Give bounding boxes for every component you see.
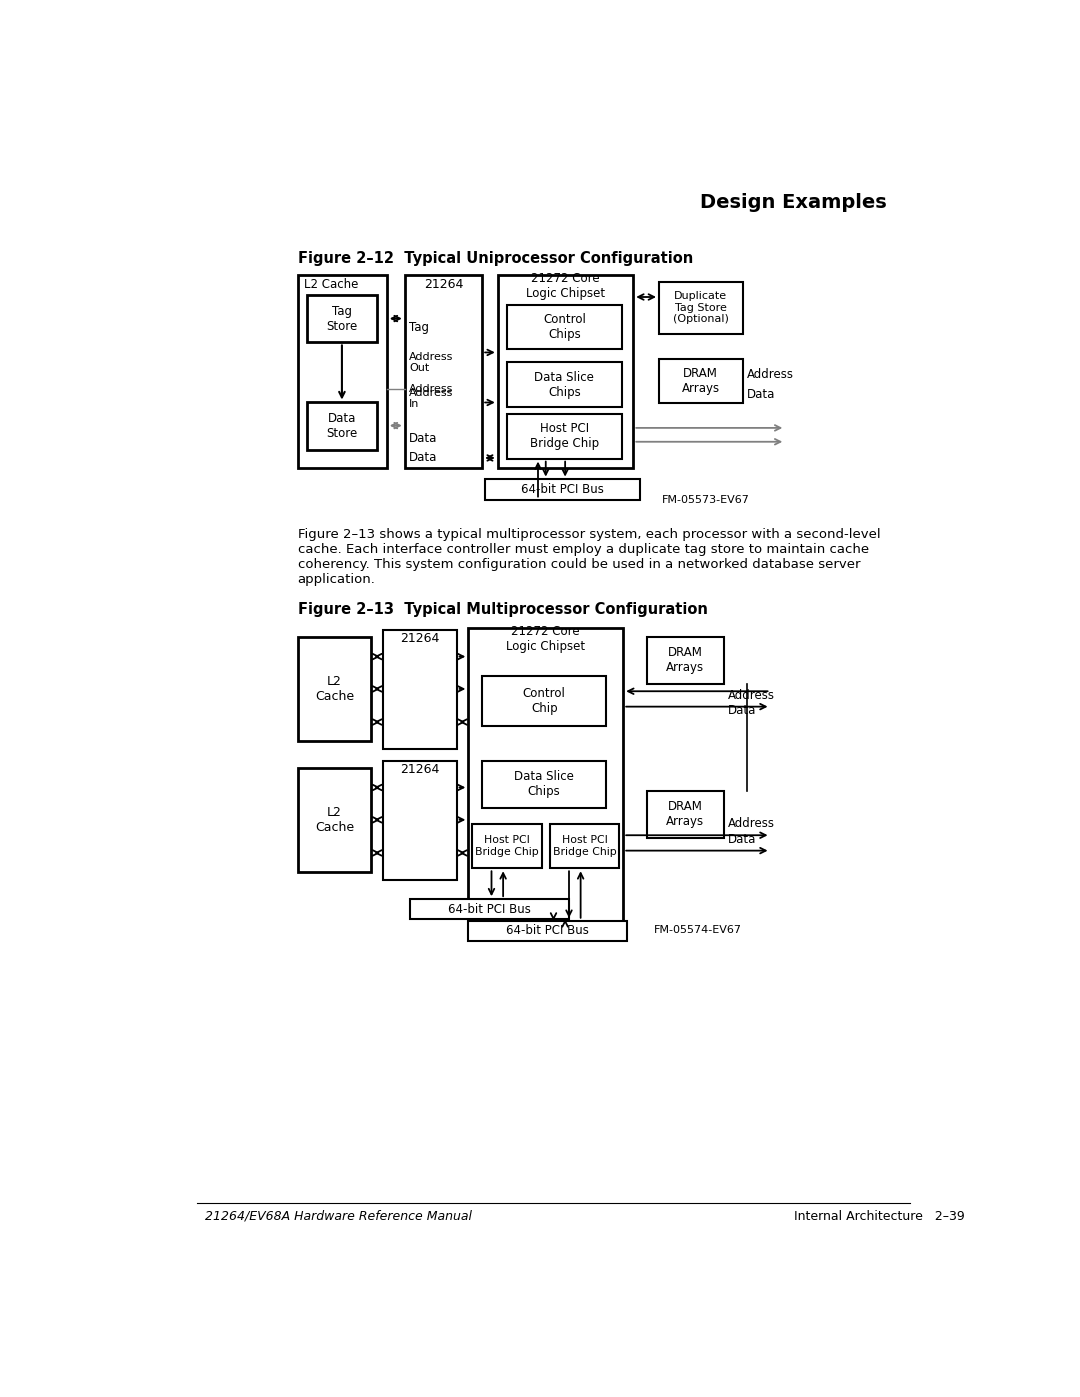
- Text: Host PCI
Bridge Chip: Host PCI Bridge Chip: [530, 422, 599, 450]
- Text: 64-bit PCI Bus: 64-bit PCI Bus: [448, 902, 531, 915]
- Bar: [469, 921, 627, 940]
- Text: DRAM
Arrays: DRAM Arrays: [666, 800, 704, 828]
- Text: Data: Data: [728, 704, 756, 717]
- Text: Figure 2–12  Typical Uniprocessor Configuration: Figure 2–12 Typical Uniprocessor Configu…: [298, 251, 693, 265]
- Text: 64-bit PCI Bus: 64-bit PCI Bus: [522, 483, 604, 496]
- Text: Address
In: Address In: [409, 388, 454, 409]
- Text: Duplicate
Tag Store
(Optional): Duplicate Tag Store (Optional): [673, 291, 729, 324]
- Text: Tag: Tag: [409, 321, 430, 334]
- Text: 21264: 21264: [400, 633, 440, 645]
- Text: Control
Chips: Control Chips: [543, 313, 585, 341]
- Text: Design Examples: Design Examples: [700, 193, 887, 212]
- Text: Data: Data: [728, 833, 756, 845]
- Text: 64-bit PCI Bus: 64-bit PCI Bus: [507, 925, 589, 937]
- Bar: [482, 760, 606, 809]
- Text: 21264: 21264: [400, 763, 440, 777]
- Text: 21264/EV68A Hardware Reference Manual: 21264/EV68A Hardware Reference Manual: [205, 1210, 472, 1222]
- Bar: [298, 275, 387, 468]
- Bar: [307, 295, 377, 342]
- Text: Data: Data: [409, 451, 437, 464]
- Text: Figure 2–13  Typical Multiprocessor Configuration: Figure 2–13 Typical Multiprocessor Confi…: [298, 602, 707, 617]
- Bar: [410, 900, 569, 919]
- Text: 21264: 21264: [423, 278, 463, 291]
- Bar: [647, 791, 724, 838]
- Text: DRAM
Arrays: DRAM Arrays: [681, 367, 719, 395]
- Bar: [507, 414, 622, 458]
- Text: Data: Data: [746, 388, 774, 401]
- Text: DRAM
Arrays: DRAM Arrays: [666, 647, 704, 675]
- Text: L2 Cache: L2 Cache: [303, 278, 359, 291]
- Bar: [550, 824, 619, 869]
- Text: Data Slice
Chips: Data Slice Chips: [535, 370, 594, 398]
- Text: Data
Store: Data Store: [326, 412, 357, 440]
- Bar: [485, 479, 640, 500]
- Text: Address: Address: [409, 384, 454, 394]
- Text: Control
Chip: Control Chip: [523, 687, 566, 715]
- Text: Address
Out: Address Out: [409, 352, 454, 373]
- Bar: [298, 768, 372, 872]
- Text: Address: Address: [728, 817, 774, 830]
- Text: FM-05573-EV67: FM-05573-EV67: [662, 496, 750, 506]
- Bar: [498, 275, 633, 468]
- Bar: [307, 402, 377, 450]
- Bar: [298, 637, 372, 742]
- Text: FM-05574-EV67: FM-05574-EV67: [654, 925, 742, 935]
- Bar: [383, 760, 457, 880]
- Text: 21272 Core
Logic Chipset: 21272 Core Logic Chipset: [526, 272, 605, 300]
- Text: Host PCI
Bridge Chip: Host PCI Bridge Chip: [553, 835, 617, 856]
- Text: Address: Address: [746, 369, 794, 381]
- Text: Data: Data: [409, 432, 437, 446]
- Bar: [482, 676, 606, 726]
- Text: Figure 2–13 shows a typical multiprocessor system, each processor with a second-: Figure 2–13 shows a typical multiprocess…: [298, 528, 880, 585]
- Text: 21272 Core
Logic Chipset: 21272 Core Logic Chipset: [507, 624, 585, 652]
- Text: L2
Cache: L2 Cache: [315, 806, 354, 834]
- Bar: [507, 362, 622, 407]
- Text: L2
Cache: L2 Cache: [315, 675, 354, 703]
- Bar: [469, 629, 623, 925]
- Text: Address: Address: [728, 689, 774, 701]
- Bar: [472, 824, 542, 869]
- Bar: [405, 275, 482, 468]
- Text: Internal Architecture   2–39: Internal Architecture 2–39: [794, 1210, 964, 1222]
- Bar: [659, 359, 743, 404]
- Bar: [507, 305, 622, 349]
- Bar: [383, 630, 457, 749]
- Text: Data Slice
Chips: Data Slice Chips: [514, 770, 575, 799]
- Text: Tag
Store: Tag Store: [326, 305, 357, 332]
- Bar: [647, 637, 724, 683]
- Text: Host PCI
Bridge Chip: Host PCI Bridge Chip: [475, 835, 539, 856]
- Bar: [659, 282, 743, 334]
